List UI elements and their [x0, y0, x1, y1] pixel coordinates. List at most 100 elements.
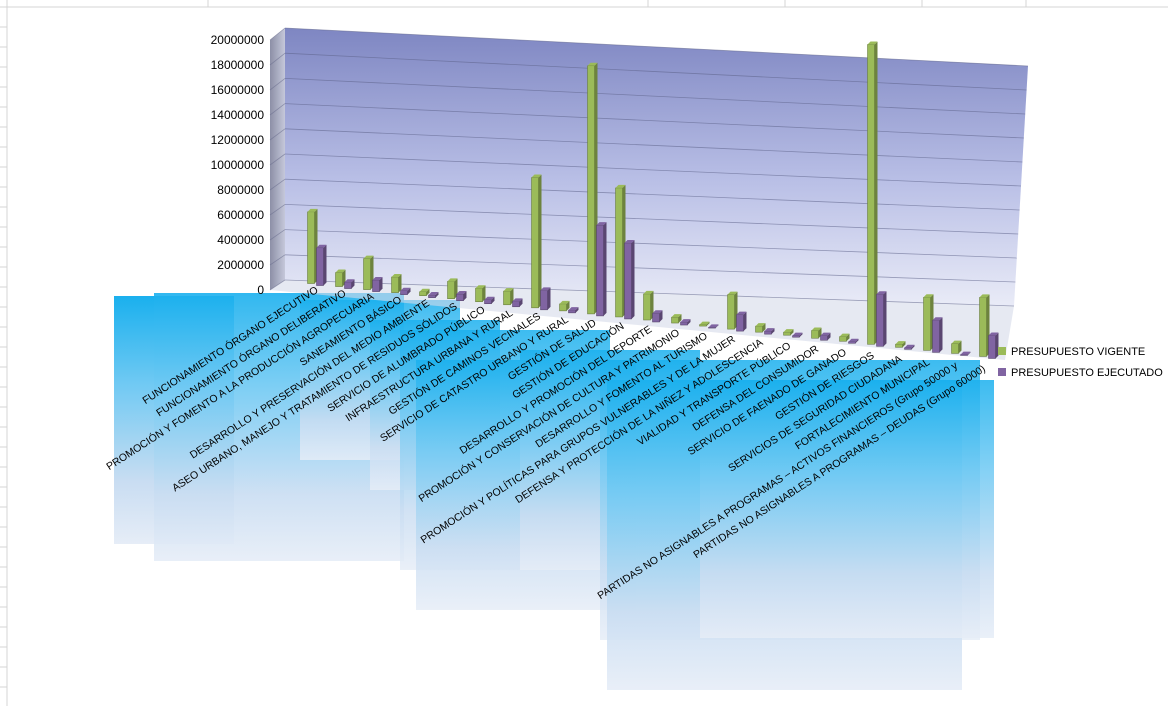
- legend-label-vigente: PRESUPUESTO VIGENTE: [1011, 346, 1145, 358]
- bar-vigente-top: [363, 255, 374, 259]
- side-wall: [270, 28, 285, 290]
- bar-vigente: [419, 288, 430, 296]
- bar-ejecutado: [512, 298, 523, 308]
- bar-ejecutado: [652, 310, 663, 323]
- bars: [307, 41, 999, 359]
- bar-vigente: [447, 278, 458, 299]
- bar-ejecutado-front: [708, 327, 716, 329]
- bar-vigente-front: [867, 44, 875, 345]
- gridline-side: [269, 78, 286, 91]
- bar-vigente-front: [503, 290, 511, 306]
- legend-label-ejecutado: PRESUPUESTO EJECUTADO: [1011, 367, 1163, 379]
- bar-ejecutado-front: [456, 293, 464, 301]
- bar-ejecutado-front: [988, 335, 996, 359]
- bar-ejecutado-top: [960, 351, 971, 355]
- bar-ejecutado-front: [428, 294, 436, 298]
- bar-ejecutado: [708, 324, 719, 329]
- bar-vigente-front: [979, 297, 987, 357]
- bar-vigente-top: [699, 321, 710, 325]
- bar-vigente-front: [783, 331, 791, 336]
- bar-vigente: [363, 255, 374, 290]
- bar-ejecutado-front: [596, 224, 604, 317]
- gridline-side: [269, 279, 286, 291]
- bar-vigente: [867, 41, 878, 345]
- y-tick-label: 8000000: [217, 183, 264, 197]
- y-tick-label: 10000000: [211, 158, 265, 172]
- bar-ejecutado-front: [512, 301, 520, 308]
- bar-ejecutado-top: [540, 287, 551, 291]
- bar-ejecutado: [540, 287, 551, 311]
- bar-vigente-front: [951, 343, 959, 354]
- bar-vigente-front: [839, 336, 847, 342]
- bar-ejecutado-side: [659, 310, 663, 322]
- bar-vigente-front: [755, 325, 763, 333]
- bar-vigente-side: [482, 285, 486, 302]
- bar-ejecutado-front: [932, 319, 940, 353]
- y-tick-label: 6000000: [217, 208, 264, 222]
- bar-vigente-top: [335, 269, 346, 273]
- bar-ejecutado-top: [932, 317, 943, 321]
- bar-ejecutado-side: [715, 324, 719, 329]
- bar-ejecutado-side: [855, 338, 859, 344]
- bar-ejecutado-top: [652, 310, 663, 314]
- bar-vigente: [755, 323, 766, 333]
- bar-ejecutado-top: [344, 279, 355, 283]
- bar-ejecutado: [372, 276, 383, 292]
- bar-vigente-side: [706, 321, 710, 327]
- bar-vigente-top: [895, 341, 906, 345]
- bar-vigente: [727, 291, 738, 330]
- bar-ejecutado-front: [484, 299, 492, 305]
- bar-ejecutado-top: [680, 319, 691, 323]
- bar-vigente-top: [839, 333, 850, 337]
- bar-vigente-side: [790, 329, 794, 336]
- bar-ejecutado-top: [428, 292, 439, 296]
- bar-vigente-top: [923, 294, 934, 298]
- bar-ejecutado-top: [736, 311, 747, 315]
- y-tick-label: 16000000: [211, 83, 265, 97]
- bar-ejecutado-side: [407, 287, 411, 295]
- bar-vigente-top: [503, 288, 514, 292]
- gridline: [284, 52, 1027, 91]
- bar-vigente-top: [643, 290, 654, 294]
- bar-vigente: [951, 340, 962, 354]
- bar-ejecutado-side: [911, 344, 915, 350]
- bar-ejecutado-top: [456, 291, 467, 295]
- bar-ejecutado-top: [708, 324, 719, 328]
- bar-ejecutado-front: [820, 335, 828, 341]
- gridline: [284, 103, 1024, 139]
- bar-ejecutado: [568, 307, 579, 314]
- bar-ejecutado-top: [764, 328, 775, 332]
- bar-vigente-front: [671, 316, 679, 324]
- bar-vigente-front: [699, 324, 707, 327]
- bar-vigente-front: [307, 211, 315, 284]
- bar-vigente-top: [615, 184, 626, 188]
- bar-ejecutado: [876, 291, 887, 347]
- bar-vigente-top: [447, 278, 458, 282]
- bar-vigente-front: [363, 258, 371, 290]
- bar-vigente: [783, 329, 794, 336]
- bar-vigente: [811, 327, 822, 339]
- bar-vigente: [531, 174, 542, 309]
- label-bg-box: [700, 380, 994, 638]
- bar-vigente-top: [867, 41, 878, 45]
- bar-ejecutado-top: [400, 287, 411, 291]
- bar-ejecutado: [344, 279, 355, 289]
- bar-ejecutado-side: [603, 222, 607, 316]
- bar-ejecutado: [848, 338, 859, 344]
- bar-ejecutado-side: [547, 287, 551, 310]
- gridline: [284, 178, 1020, 211]
- bar-ejecutado-front: [344, 281, 352, 289]
- bar-vigente-side: [902, 341, 906, 348]
- bar-ejecutado-top: [624, 239, 635, 243]
- bar-vigente-front: [419, 291, 427, 296]
- bar-ejecutado-side: [939, 317, 943, 353]
- bar-ejecutado-side: [379, 276, 383, 292]
- bar-vigente: [587, 62, 598, 315]
- bar-vigente-front: [727, 294, 735, 330]
- bar-vigente: [503, 288, 514, 306]
- bar-ejecutado-front: [764, 330, 772, 335]
- bar-ejecutado-side: [687, 319, 691, 326]
- bar-vigente-top: [307, 208, 318, 212]
- bar-ejecutado-front: [568, 309, 576, 314]
- bar-vigente-top: [783, 329, 794, 333]
